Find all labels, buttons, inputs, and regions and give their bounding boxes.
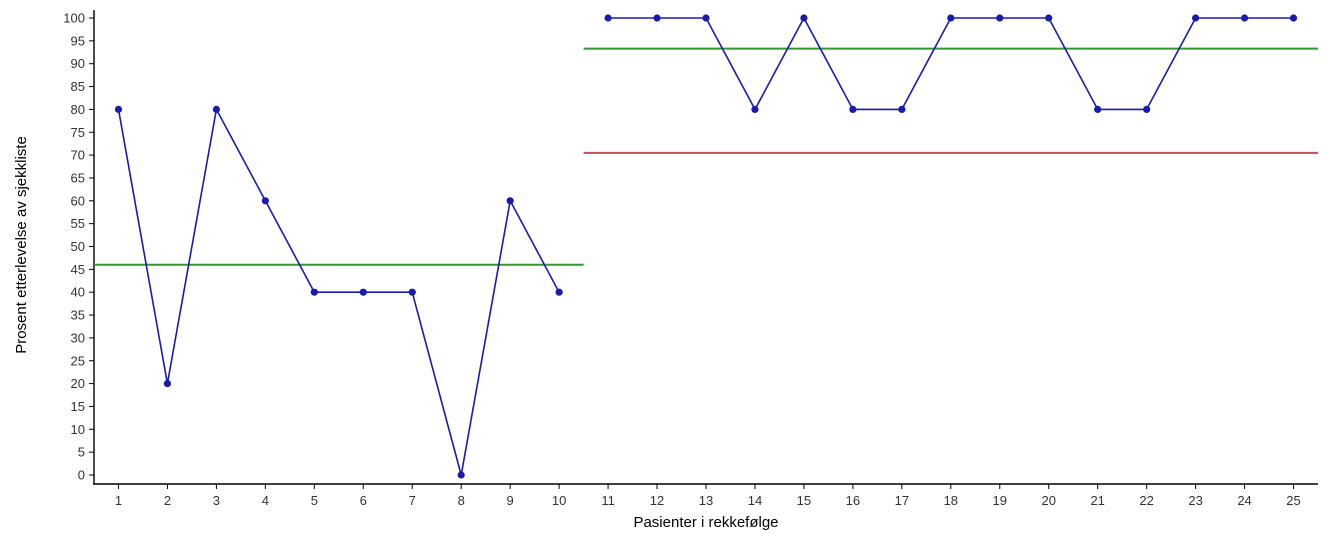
data-point <box>1240 14 1249 22</box>
y-tick-label: 0 <box>78 468 85 483</box>
x-tick-label: 18 <box>944 493 958 508</box>
data-point <box>1192 14 1200 22</box>
x-tick-label: 5 <box>311 493 318 508</box>
y-tick-label: 90 <box>71 56 85 71</box>
x-tick-label: 7 <box>409 493 416 508</box>
x-tick-label: 9 <box>507 493 514 508</box>
data-point <box>212 105 220 113</box>
x-tick-label: 19 <box>993 493 1007 508</box>
x-tick-label: 16 <box>846 493 860 508</box>
data-point <box>310 288 318 296</box>
y-axis-title: Prosent etterlevelse av sjekkliste <box>13 136 30 354</box>
data-point <box>653 14 661 22</box>
data-point <box>947 14 955 22</box>
x-tick-label: 21 <box>1090 493 1104 508</box>
x-tick-label: 8 <box>458 493 465 508</box>
x-tick-label: 22 <box>1139 493 1153 508</box>
x-tick-label: 12 <box>650 493 664 508</box>
y-tick-label: 20 <box>71 376 85 391</box>
x-tick-label: 10 <box>552 493 566 508</box>
x-tick-label: 15 <box>797 493 811 508</box>
data-point <box>555 288 563 296</box>
y-tick-label: 45 <box>71 262 85 277</box>
data-point <box>1289 14 1298 22</box>
data-point <box>751 105 759 113</box>
x-tick-label: 3 <box>213 493 220 508</box>
data-point <box>1094 105 1102 113</box>
series-line-segment <box>117 108 560 476</box>
y-tick-label: 30 <box>71 330 85 345</box>
y-tick-label: 80 <box>71 102 85 117</box>
y-tick-label: 55 <box>71 216 85 231</box>
x-tick-label: 2 <box>164 493 171 508</box>
y-tick-label: 40 <box>71 285 85 300</box>
y-tick-label: 60 <box>71 193 85 208</box>
data-point <box>1143 105 1151 113</box>
x-tick-label: 13 <box>699 493 713 508</box>
data-point <box>849 105 857 113</box>
y-tick-label: 70 <box>71 148 85 163</box>
y-tick-label: 10 <box>71 422 85 437</box>
x-tick-label: 11 <box>601 493 615 508</box>
y-tick-label: 85 <box>71 79 85 94</box>
series-line-segment <box>608 17 1294 111</box>
data-point <box>408 288 416 296</box>
data-point <box>261 197 269 205</box>
y-tick-label: 75 <box>71 125 85 140</box>
y-tick-label: 25 <box>71 353 85 368</box>
y-tick-label: 50 <box>71 239 85 254</box>
data-point <box>163 380 172 388</box>
y-tick-label: 5 <box>78 445 85 460</box>
data-point <box>1045 14 1053 22</box>
x-tick-label: 6 <box>360 493 367 508</box>
data-point <box>604 14 612 22</box>
x-tick-label: 24 <box>1237 493 1251 508</box>
x-tick-label: 14 <box>748 493 762 508</box>
y-tick-label: 95 <box>71 33 85 48</box>
data-point <box>800 14 808 22</box>
y-tick-label: 15 <box>71 399 85 414</box>
x-tick-label: 20 <box>1041 493 1055 508</box>
y-tick-label: 65 <box>71 170 85 185</box>
x-tick-label: 25 <box>1286 493 1300 508</box>
x-tick-label: 17 <box>895 493 909 508</box>
data-point <box>506 197 514 205</box>
y-tick-label: 35 <box>71 308 85 323</box>
data-point <box>898 105 906 113</box>
x-tick-label: 23 <box>1188 493 1202 508</box>
y-tick-label: 100 <box>63 11 85 26</box>
data-point <box>457 471 465 479</box>
data-point <box>702 14 710 22</box>
x-tick-label: 4 <box>262 493 269 508</box>
data-point <box>114 105 123 113</box>
data-point <box>996 14 1004 22</box>
x-axis-title: Pasienter i rekkefølge <box>633 514 778 531</box>
x-tick-label: 1 <box>115 493 122 508</box>
data-point <box>359 288 367 296</box>
